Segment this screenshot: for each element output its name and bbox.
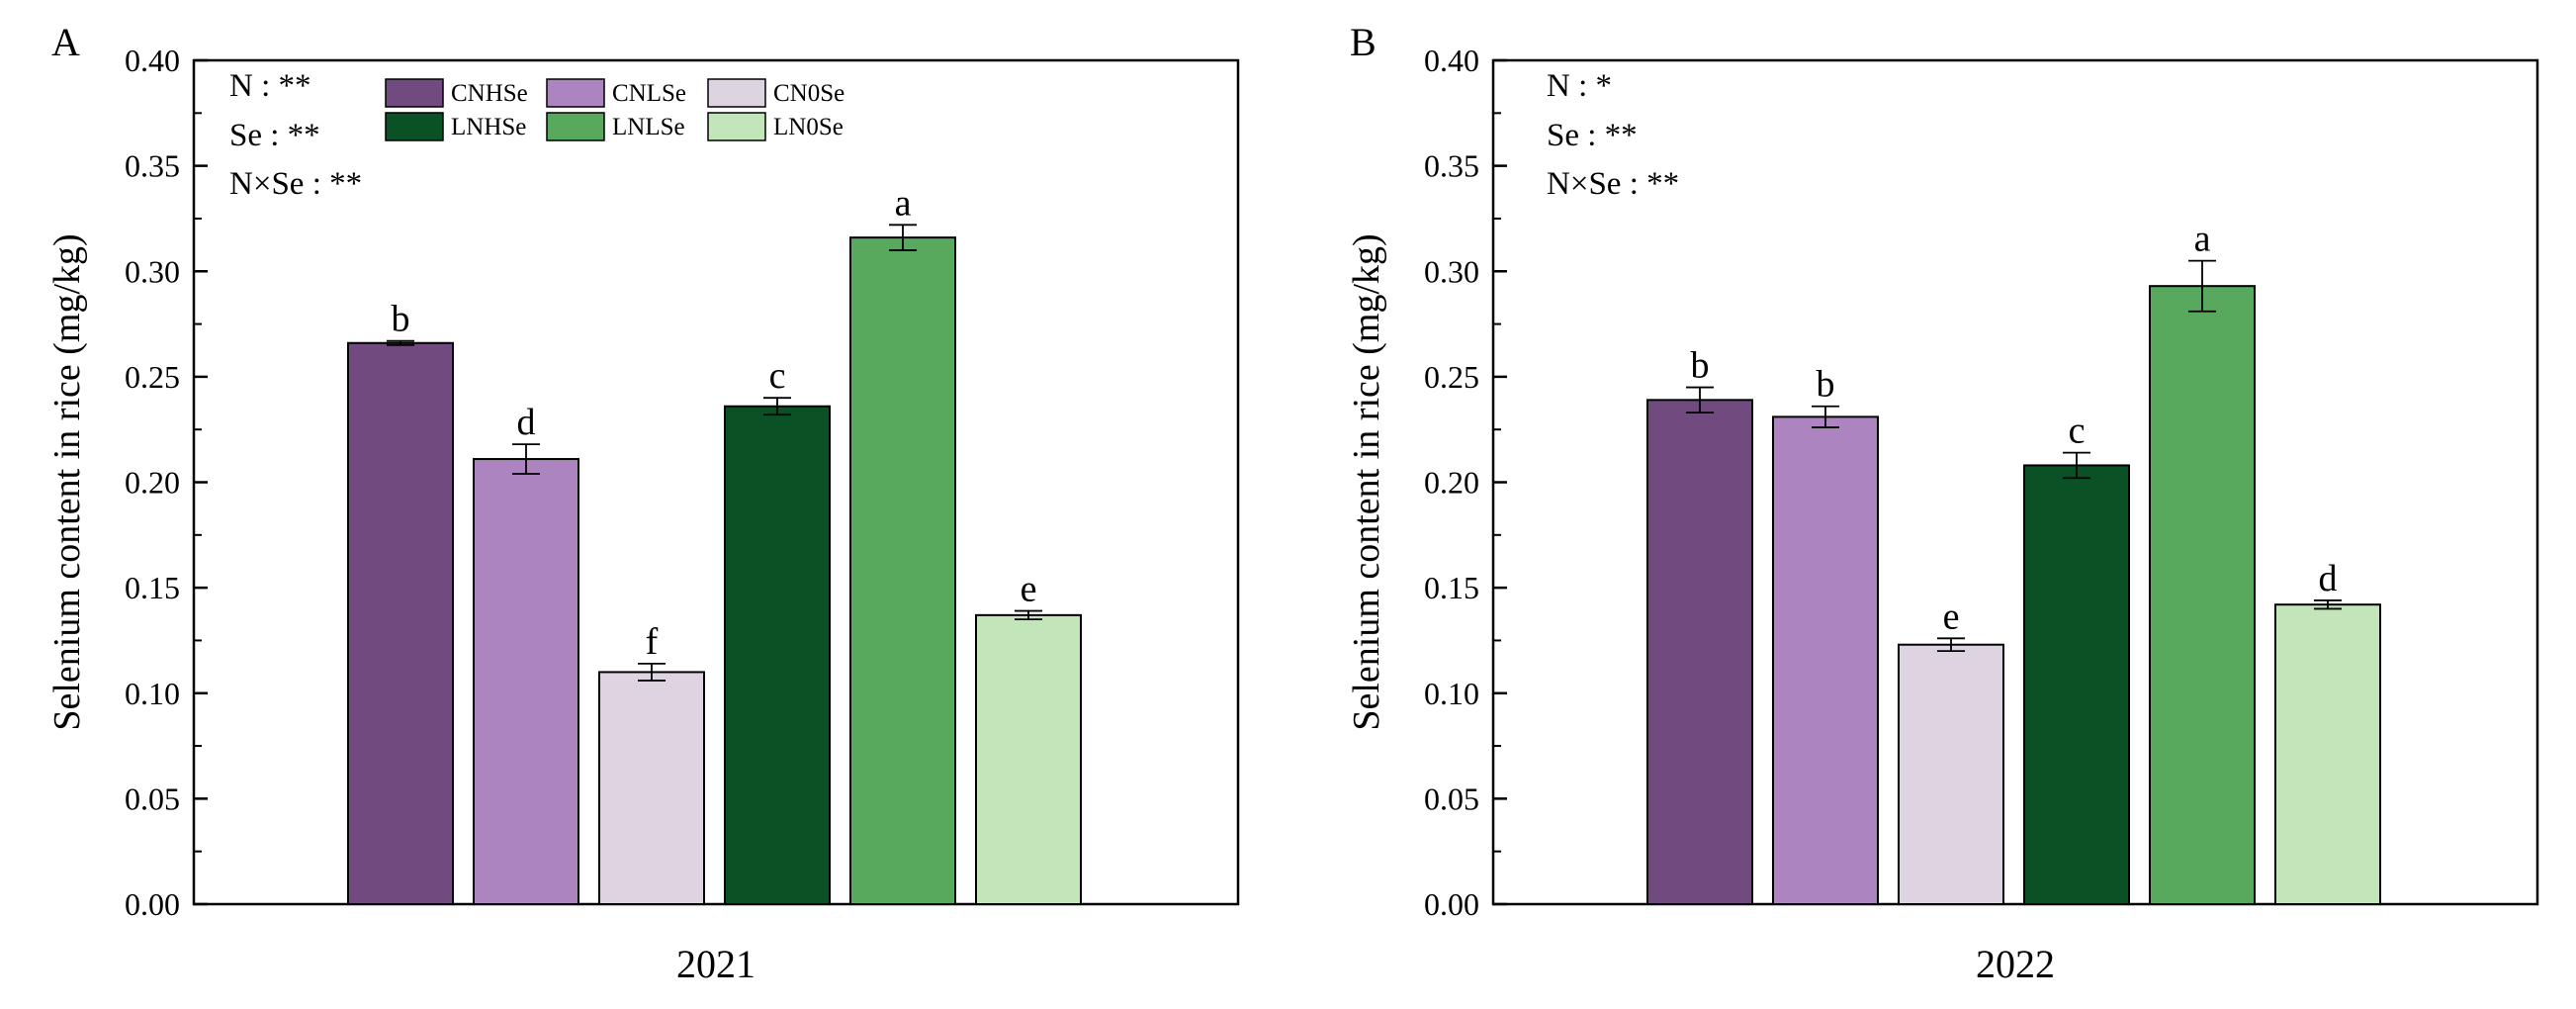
panel-a-legend-swatch-lnhse bbox=[385, 112, 444, 141]
panel-b-y-tick-label-2: 0.10 bbox=[1424, 676, 1479, 711]
panel-b-y-tick-label-3: 0.15 bbox=[1424, 570, 1479, 605]
panel-b-y-tick-label-0: 0.00 bbox=[1424, 886, 1479, 922]
panel-a-letter-lnlse: a bbox=[895, 182, 912, 224]
panel-a-legend-swatch-cnlse bbox=[546, 78, 605, 108]
panel-b-y-tick-label-7: 0.35 bbox=[1424, 148, 1479, 184]
panel-b-y-axis-title: Selenium content in rice (mg/kg) bbox=[1346, 233, 1387, 730]
panel-a-x-axis-label: 2021 bbox=[676, 942, 755, 986]
panel-a-bar-cnlse bbox=[473, 458, 579, 905]
panel-a-legend-label-cnlse: CNLSe bbox=[612, 80, 686, 107]
panel-b-bar-lnlse bbox=[2149, 285, 2256, 905]
panel-a-legend-label-cn0se: CN0Se bbox=[773, 80, 844, 107]
panel-a-y-tick-label-1: 0.05 bbox=[125, 780, 180, 816]
panel-a-legend-label-ln0se: LN0Se bbox=[773, 114, 844, 140]
panel-a-y-axis-title: Selenium content in rice (mg/kg) bbox=[46, 233, 88, 730]
panel-a-legend-label-cnhse: CNHSe bbox=[451, 80, 528, 107]
panel-b-bar-cnlse bbox=[1772, 415, 1879, 905]
panel-a-legend-swatch-cn0se bbox=[707, 78, 766, 108]
panel-a-y-tick-label-3: 0.15 bbox=[125, 570, 180, 605]
panel-b-bar-cn0se bbox=[1898, 643, 2004, 905]
panel-a-bar-lnhse bbox=[724, 405, 831, 905]
panel-b-x-axis-label: 2022 bbox=[1976, 942, 2055, 986]
panel-a-letter-cn0se: f bbox=[646, 621, 659, 663]
panel-a-y-tick-label-5: 0.25 bbox=[125, 359, 180, 395]
panel-a-significance-nxse: N×Se : ** bbox=[229, 166, 362, 202]
panel-a-y-tick-label-0: 0.00 bbox=[125, 886, 180, 922]
panel-a-y-tick-label-4: 0.20 bbox=[125, 465, 180, 501]
panel-b-y-tick-label-5: 0.25 bbox=[1424, 359, 1479, 395]
panel-a-legend-label-lnhse: LNHSe bbox=[451, 114, 526, 140]
panel-b-bar-ln0se bbox=[2274, 603, 2381, 905]
panel-a-letter-cnlse: d bbox=[517, 402, 536, 443]
panel-b-significance-se: Se : ** bbox=[1547, 118, 1638, 153]
panel-b-y-tick-label-1: 0.05 bbox=[1424, 780, 1479, 816]
panel-b-significance-nxse: N×Se : ** bbox=[1547, 166, 1679, 202]
panel-a-bar-lnlse bbox=[849, 236, 956, 905]
panel-a-y-tick-label-7: 0.35 bbox=[125, 148, 180, 184]
panel-a-bar-ln0se bbox=[975, 613, 1082, 905]
panel-a-legend: CNHSe CNLSe CN0Se LNHSe LNLSe LN0Se bbox=[385, 78, 844, 141]
panel-a-y-tick-label-8: 0.40 bbox=[125, 43, 180, 78]
panel-b-bar-cnhse bbox=[1646, 399, 1753, 905]
panel-a-legend-swatch-ln0se bbox=[707, 112, 766, 141]
panel-a-y-tick-label-6: 0.30 bbox=[125, 253, 180, 289]
panel-b-letter-cn0se: e bbox=[1943, 596, 1960, 637]
panel-b-letter-lnlse: a bbox=[2194, 219, 2211, 260]
panel-a-legend-label-lnlse: LNLSe bbox=[612, 114, 685, 140]
panel-a-letter-cnhse: b bbox=[392, 299, 410, 340]
panel-a-y-tick-label-2: 0.10 bbox=[125, 676, 180, 711]
panel-b-significance-n: N : * bbox=[1547, 68, 1612, 104]
panel-a-bar-cn0se bbox=[598, 671, 705, 905]
panel-a-legend-swatch-cnhse bbox=[385, 78, 444, 108]
panel-b-letter: B bbox=[1350, 20, 1377, 64]
panel-b-y-tick-label-8: 0.40 bbox=[1424, 43, 1479, 78]
panel-a-significance-n: N : ** bbox=[229, 68, 311, 104]
panel-a-significance-se: Se : ** bbox=[229, 118, 320, 153]
panel-a-legend-swatch-lnlse bbox=[546, 112, 605, 141]
panel-b-bar-lnhse bbox=[2023, 464, 2130, 905]
panel-b-letter-cnhse: b bbox=[1691, 345, 1710, 387]
panel-b-letter-lnhse: c bbox=[2069, 411, 2086, 452]
panel-a-letter-ln0se: e bbox=[1021, 569, 1037, 610]
panel-b-y-tick-label-4: 0.20 bbox=[1424, 465, 1479, 501]
panel-b-y-tick-label-6: 0.30 bbox=[1424, 253, 1479, 289]
panel-a-bar-cnhse bbox=[347, 341, 454, 905]
panel-b-letter-ln0se: d bbox=[2319, 558, 2338, 599]
panel-a-letter: A bbox=[51, 20, 80, 64]
panel-a-letter-lnhse: c bbox=[769, 355, 786, 397]
panel-b-letter-cnlse: b bbox=[1817, 364, 1835, 406]
